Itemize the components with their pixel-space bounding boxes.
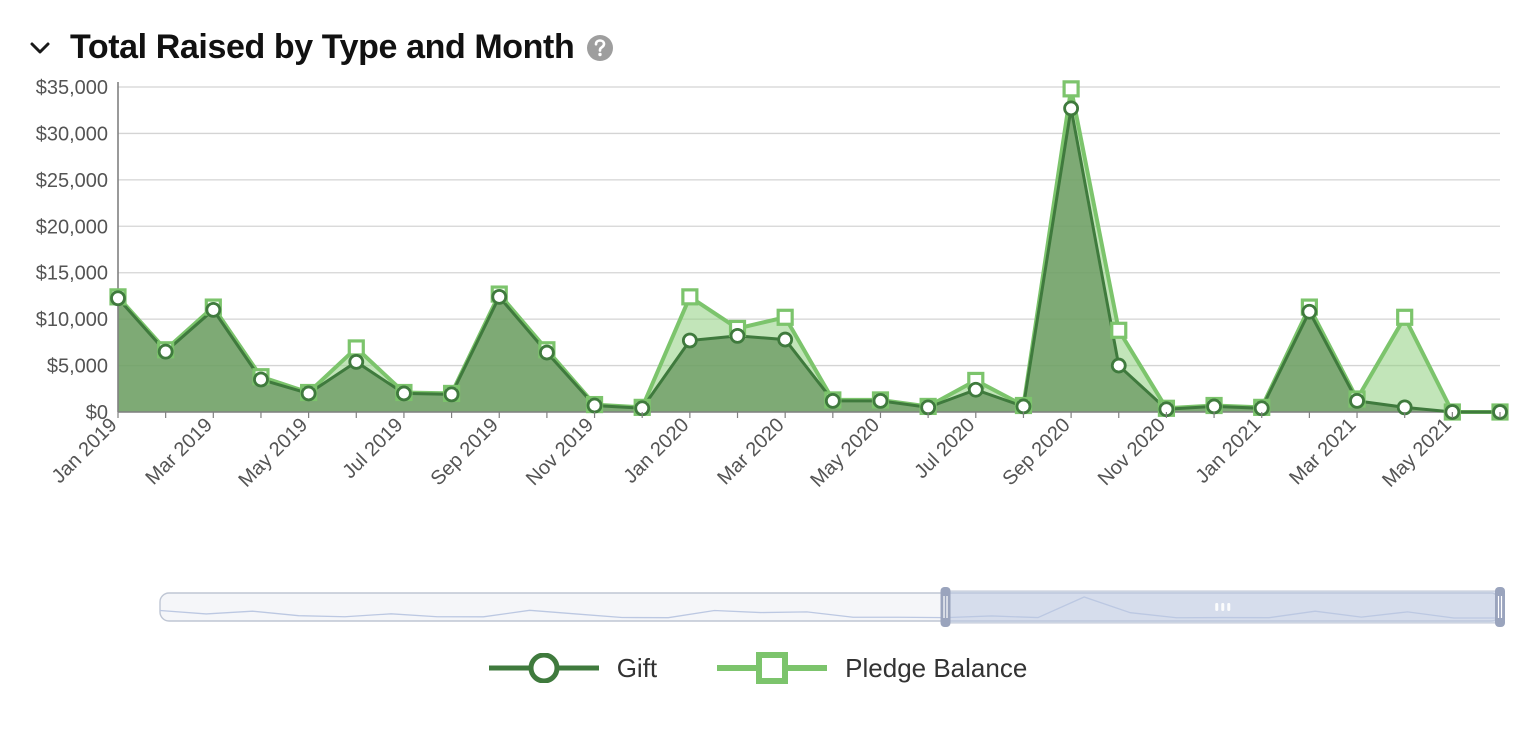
scrollbar-grip [1227,603,1230,611]
range-scrollbar-container [0,587,1516,647]
x-tick-label: Jul 2020 [910,414,979,483]
marker-gift[interactable] [540,346,553,359]
marker-gift[interactable] [302,387,315,400]
marker-gift[interactable] [1398,401,1411,414]
marker-pledge[interactable] [778,310,792,324]
scrollbar-grip [1221,603,1224,611]
collapse-toggle[interactable] [28,36,52,60]
x-tick-label: Jan 2021 [1192,414,1266,488]
marker-gift[interactable] [397,387,410,400]
x-tick-label: Jan 2020 [620,414,694,488]
x-tick-label: Mar 2019 [142,414,217,489]
chart-svg[interactable]: $0$5,000$10,000$15,000$20,000$25,000$30,… [0,67,1516,587]
y-tick-label: $5,000 [47,356,108,378]
chart-title: Total Raised by Type and Month [70,28,574,67]
x-tick-label: Nov 2020 [1094,414,1170,490]
x-tick-label: May 2019 [234,414,312,492]
scrollbar-handle-right[interactable] [1495,587,1505,627]
marker-gift[interactable] [922,401,935,414]
chart-area: $0$5,000$10,000$15,000$20,000$25,000$30,… [0,67,1516,587]
marker-gift[interactable] [683,334,696,347]
marker-gift[interactable] [1017,400,1030,413]
range-scrollbar[interactable] [0,587,1516,647]
x-tick-label: Mar 2020 [713,414,788,489]
legend-item-gift[interactable]: Gift [489,653,657,684]
x-tick-label: Jan 2019 [48,414,122,488]
marker-gift[interactable] [874,394,887,407]
chart-header: Total Raised by Type and Month [0,0,1516,67]
marker-gift[interactable] [588,399,601,412]
chart-legend: Gift Pledge Balance [0,647,1516,705]
legend-item-pledge[interactable]: Pledge Balance [717,651,1027,685]
marker-gift[interactable] [1065,102,1078,115]
x-tick-label: May 2021 [1378,414,1456,492]
marker-gift[interactable] [1208,400,1221,413]
marker-pledge[interactable] [1064,82,1078,96]
marker-gift[interactable] [1112,359,1125,372]
y-tick-label: $25,000 [36,170,108,192]
marker-pledge[interactable] [349,341,363,355]
legend-label: Pledge Balance [845,653,1027,684]
marker-gift[interactable] [779,333,792,346]
marker-gift[interactable] [1351,394,1364,407]
marker-pledge[interactable] [1398,310,1412,324]
marker-gift[interactable] [207,303,220,316]
x-tick-label: Sep 2019 [427,414,503,490]
marker-gift[interactable] [1303,305,1316,318]
x-tick-label: May 2020 [806,414,884,492]
y-tick-label: $20,000 [36,216,108,238]
marker-pledge[interactable] [683,290,697,304]
y-tick-label: $15,000 [36,263,108,285]
x-tick-label: Sep 2020 [999,414,1075,490]
y-tick-label: $10,000 [36,309,108,331]
legend-label: Gift [617,653,657,684]
y-tick-label: $35,000 [36,77,108,99]
scrollbar-grip [1215,603,1218,611]
chevron-down-icon [29,37,51,59]
help-icon[interactable] [586,34,614,62]
legend-marker-pledge [717,651,827,685]
x-tick-label: Nov 2019 [522,414,598,490]
marker-gift[interactable] [254,373,267,386]
marker-gift[interactable] [445,388,458,401]
marker-gift[interactable] [826,394,839,407]
marker-pledge[interactable] [1112,323,1126,337]
marker-gift[interactable] [969,383,982,396]
marker-gift[interactable] [350,355,363,368]
x-tick-label: Mar 2021 [1285,414,1360,489]
marker-gift[interactable] [112,292,125,305]
marker-gift[interactable] [493,290,506,303]
legend-marker-gift [489,653,599,683]
y-tick-label: $30,000 [36,123,108,145]
scrollbar-handle-left[interactable] [941,587,951,627]
x-tick-label: Jul 2019 [338,414,407,483]
marker-gift[interactable] [731,329,744,342]
marker-gift[interactable] [159,345,172,358]
